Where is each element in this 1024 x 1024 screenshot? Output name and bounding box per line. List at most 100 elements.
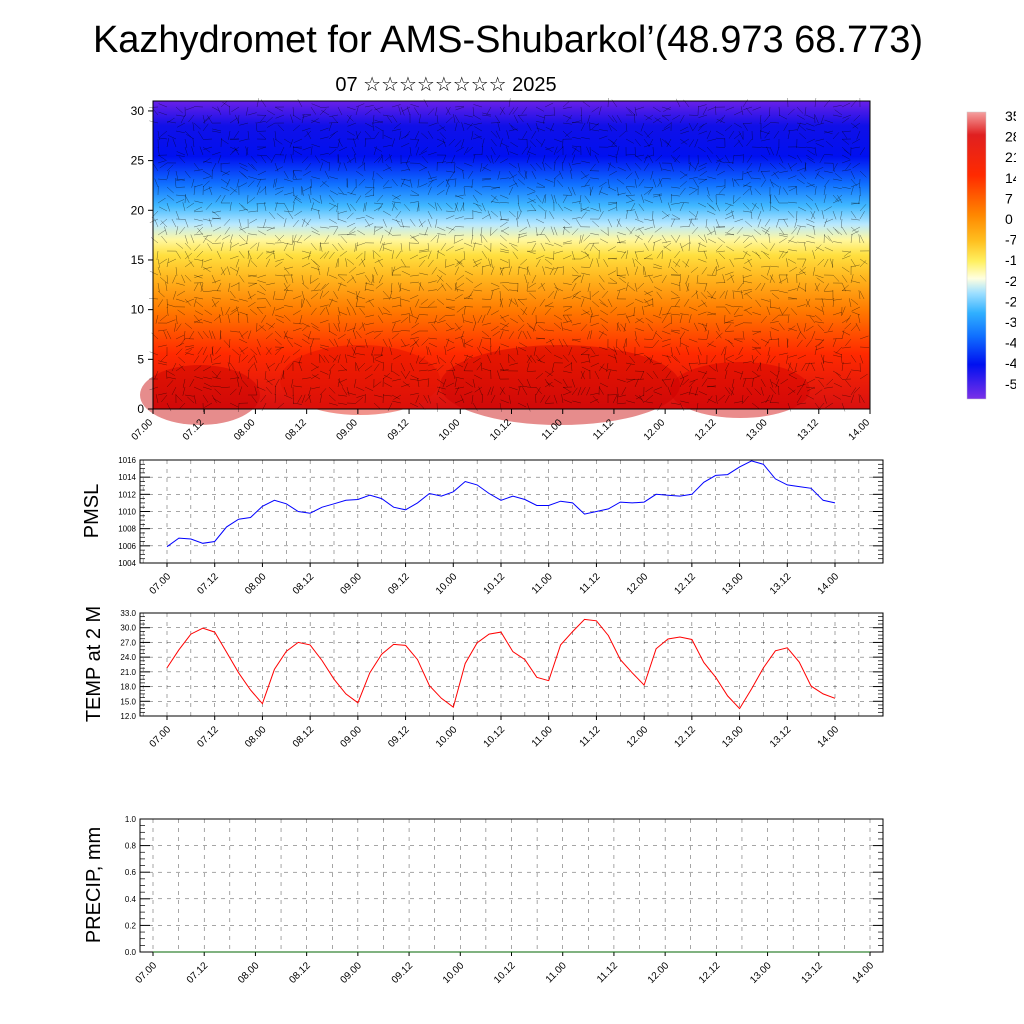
wind-barb (453, 114, 456, 124)
wind-barb (247, 250, 250, 260)
wind-barb (445, 202, 453, 210)
wind-barb (338, 192, 348, 196)
x-tick-label: 10.00 (441, 960, 467, 986)
wind-barb (742, 378, 747, 388)
wind-barb (364, 109, 373, 116)
wind-barb (508, 298, 517, 305)
wind-barb (436, 202, 443, 211)
wind-barb (256, 120, 266, 124)
wind-barb (859, 394, 865, 403)
x-tick-label: 12.00 (646, 960, 672, 986)
wind-barb (572, 290, 582, 296)
wind-barb (461, 338, 465, 348)
wind-barb (681, 365, 690, 372)
wind-barb (382, 166, 392, 172)
wind-barb (599, 191, 609, 196)
wind-barb (508, 162, 517, 169)
wind-barb (742, 122, 753, 125)
wind-barb (175, 130, 185, 134)
wind-barb (666, 354, 672, 364)
wind-barb (553, 146, 558, 156)
wind-barb (176, 178, 186, 181)
wind-barb (283, 242, 289, 252)
wind-barb (790, 308, 798, 316)
wind-barb (760, 274, 769, 281)
wind-barb (526, 266, 529, 276)
wind-barb (373, 146, 377, 156)
wind-barb (188, 114, 195, 123)
y-tick-label: 1016 (118, 456, 136, 465)
wind-barb (562, 130, 570, 138)
wind-barb (490, 310, 499, 316)
wind-barb (796, 226, 801, 236)
wind-barb (337, 162, 341, 172)
wind-barb (202, 175, 212, 180)
wind-barb (810, 211, 816, 220)
wind-barb (328, 218, 337, 224)
wind-barb (184, 274, 192, 282)
wind-barb (766, 354, 771, 364)
wind-barb (283, 154, 287, 164)
wind-barb (337, 394, 347, 397)
wind-barb (652, 330, 657, 340)
wind-barb (259, 324, 267, 332)
wind-barb (247, 180, 255, 188)
wind-barb (715, 105, 717, 116)
wind-barb (400, 134, 409, 140)
wind-barb (427, 368, 437, 372)
wind-barb (707, 295, 717, 300)
wind-barb (184, 218, 189, 228)
wind-barb (806, 240, 816, 244)
wind-barb (524, 274, 528, 284)
colorbar-label: -14 (1005, 252, 1016, 268)
wind-barb (230, 242, 240, 248)
wind-barb (149, 120, 159, 124)
wind-barb (787, 258, 797, 264)
wind-barb (788, 327, 798, 332)
wind-barb (391, 114, 398, 123)
wind-barb (478, 386, 483, 396)
wind-barb (715, 332, 723, 340)
wind-barb (175, 226, 179, 236)
wind-barb (841, 138, 850, 145)
wind-barb (859, 373, 868, 380)
wind-barb (175, 199, 185, 204)
wind-barb (499, 387, 505, 396)
wind-barb (512, 179, 519, 188)
wind-barb (454, 216, 464, 220)
wind-barb (728, 339, 735, 348)
wind-barb (274, 274, 284, 277)
wind-barb (562, 386, 571, 393)
wind-barb (171, 386, 177, 396)
wind-barb (203, 258, 213, 263)
wind-barb (697, 234, 705, 242)
wind-barb (841, 226, 847, 235)
wind-barb (454, 335, 464, 340)
wind-barb (454, 378, 457, 388)
wind-barb (427, 321, 437, 324)
wind-barb (400, 298, 410, 302)
wind-barb (310, 277, 319, 284)
wind-barb (274, 138, 283, 145)
wind-barb (247, 112, 257, 116)
wind-barb (526, 362, 530, 372)
wind-barb (265, 252, 273, 260)
wind-barb (598, 186, 603, 196)
wind-barb (346, 290, 356, 295)
wind-barb (690, 266, 699, 273)
wind-barb (562, 296, 572, 300)
wind-barb (415, 354, 420, 364)
wind-barb (778, 274, 782, 284)
wind-barb (245, 106, 249, 116)
wind-barb (428, 362, 438, 366)
wind-barb (202, 157, 211, 164)
wind-barb (645, 317, 654, 324)
wind-barb (708, 365, 717, 372)
wind-barb (461, 138, 465, 148)
wind-barb (760, 266, 771, 268)
wind-barb (217, 154, 222, 164)
wind-barb (661, 126, 671, 132)
wind-barb (544, 234, 551, 243)
wind-barb (436, 386, 441, 396)
